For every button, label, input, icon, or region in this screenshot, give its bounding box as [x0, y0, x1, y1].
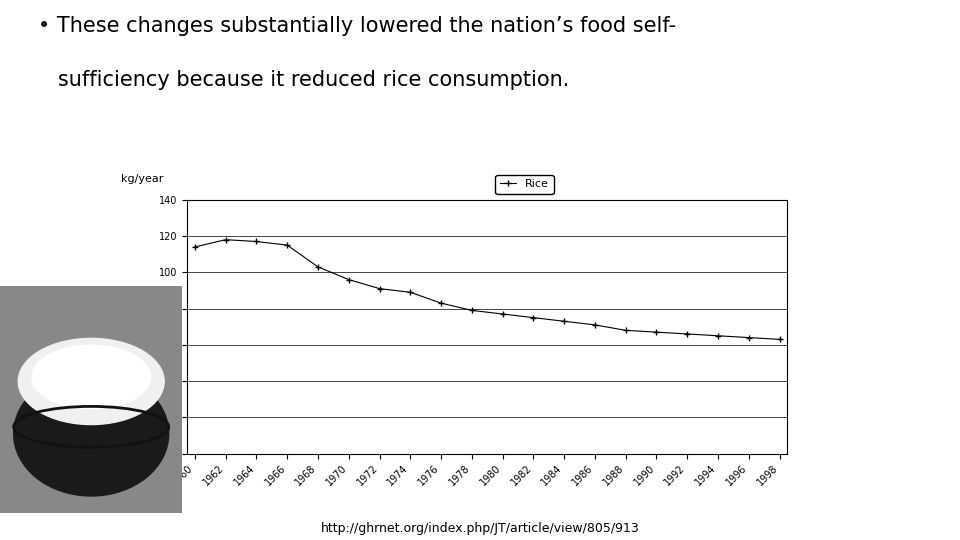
Rice: [466, 307, 477, 314]
Ellipse shape: [13, 372, 169, 496]
Rice: [589, 322, 601, 328]
Rice: [712, 333, 724, 339]
Rice: [343, 276, 354, 283]
Rice: [774, 336, 785, 342]
Line: Rice: Rice: [192, 237, 782, 342]
Ellipse shape: [32, 345, 151, 409]
Rice: [559, 318, 570, 325]
Rice: [435, 300, 446, 306]
Rice: [312, 264, 324, 270]
Text: sufficiency because it reduced rice consumption.: sufficiency because it reduced rice cons…: [38, 70, 570, 90]
Rice: [743, 334, 755, 341]
Rice: [528, 314, 540, 321]
Text: http://ghrnet.org/index.php/JT/article/view/805/913: http://ghrnet.org/index.php/JT/article/v…: [321, 522, 639, 535]
Rice: [404, 289, 416, 295]
Rice: [682, 330, 693, 337]
Rice: [189, 244, 201, 250]
Text: kg/year: kg/year: [121, 173, 163, 184]
Rice: [620, 327, 632, 334]
Text: • These changes substantially lowered the nation’s food self-: • These changes substantially lowered th…: [38, 16, 677, 36]
Rice: [281, 242, 293, 248]
Rice: [373, 285, 385, 292]
Rice: [497, 310, 509, 317]
Ellipse shape: [18, 339, 164, 424]
Rice: [251, 238, 262, 245]
Legend: Rice: Rice: [495, 175, 554, 194]
Rice: [220, 237, 231, 243]
Rice: [651, 329, 662, 335]
